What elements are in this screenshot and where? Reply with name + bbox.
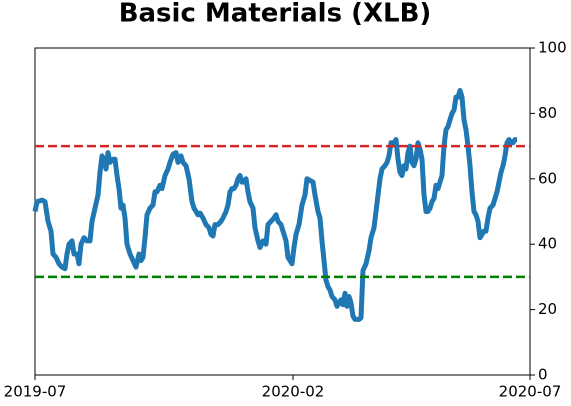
chart-title: Basic Materials (XLB) [119,0,432,29]
data-line [32,88,518,322]
y-tick-label: 60 [538,169,557,187]
x-tick-label: 2019-07 [4,383,67,401]
y-tick-label: 40 [538,235,557,253]
y-tick-label: 0 [538,366,548,384]
x-tick-label: 2020-02 [262,383,325,401]
x-tick-label: 2020-07 [499,383,562,401]
y-tick-label: 20 [538,300,557,318]
y-tick-label: 80 [538,104,557,122]
y-tick-label: 100 [538,39,567,57]
